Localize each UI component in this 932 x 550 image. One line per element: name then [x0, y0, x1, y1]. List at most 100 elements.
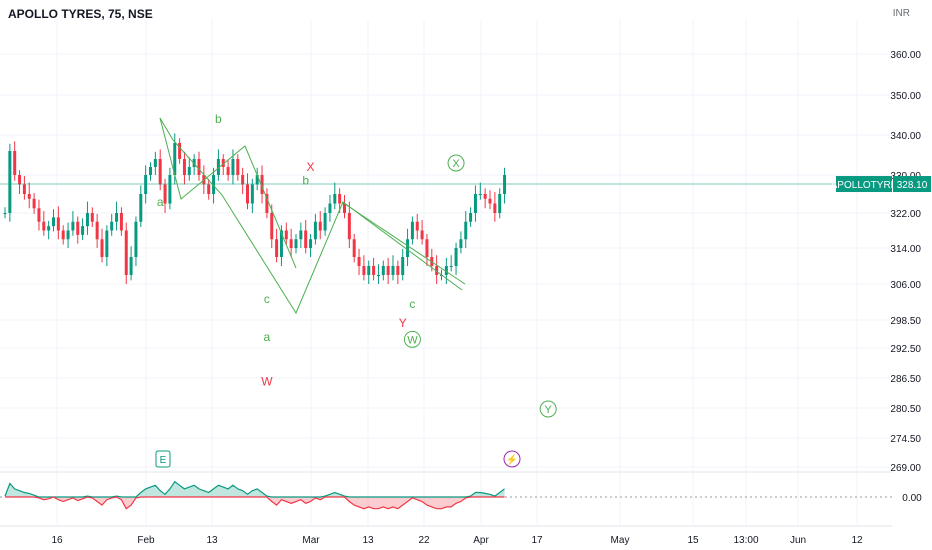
candle-body	[178, 143, 182, 159]
candle-body	[279, 230, 283, 257]
dividend-event-label: ⚡	[506, 453, 518, 466]
candle-body	[376, 275, 380, 276]
candle-body	[469, 213, 473, 222]
wave-label: b	[302, 174, 309, 188]
candle-body	[163, 184, 167, 204]
x-tick-label: 12	[851, 535, 863, 546]
candle-body	[241, 175, 245, 185]
oscillator-area-positive	[5, 481, 505, 497]
candle-body	[289, 239, 293, 248]
x-tick-label: Mar	[302, 535, 320, 546]
candle-body	[420, 230, 424, 240]
x-tick-label: 15	[687, 535, 699, 546]
candle-body	[134, 221, 138, 257]
x-tick-label: 16	[51, 535, 63, 546]
candle-body	[22, 184, 26, 194]
candle-body	[250, 184, 254, 204]
candle-body	[149, 167, 152, 175]
x-tick-label: 13:00	[733, 535, 758, 546]
candle-body	[18, 175, 22, 185]
x-tick-label: Jun	[790, 535, 806, 546]
wave-label: c	[264, 292, 270, 306]
candle-body	[381, 266, 385, 275]
candle-body	[119, 213, 123, 231]
candle-body	[13, 151, 17, 175]
candle-body	[52, 217, 55, 227]
earnings-event-marker	[155, 450, 171, 468]
x-tick-label: 13	[362, 535, 374, 546]
candle-body	[352, 239, 356, 257]
x-tick-label: Apr	[473, 535, 489, 546]
y-tick-label: 298.50	[890, 316, 921, 327]
candle-body	[187, 167, 191, 175]
symbol-tag-label: APOLLOTYRE	[831, 180, 898, 191]
candle-body	[27, 194, 31, 199]
candle-body	[362, 266, 366, 275]
candle-body	[440, 275, 443, 276]
candle-body	[483, 194, 487, 199]
candle-body	[42, 221, 46, 231]
candle-body	[357, 257, 361, 266]
candle-body	[90, 213, 94, 222]
wave-line	[159, 117, 297, 269]
wave-label: b	[215, 112, 222, 126]
candle-body	[139, 194, 143, 222]
candle-body	[309, 239, 313, 248]
oscillator-area-negative	[5, 497, 505, 509]
y-tick-label: 286.50	[890, 374, 921, 385]
wave-label: c	[409, 297, 415, 311]
candle-body	[449, 266, 453, 267]
wave-line	[341, 201, 466, 285]
y-tick-label: 350.00	[890, 91, 921, 102]
candle-body	[56, 217, 60, 231]
y-tick-label: 360.00	[890, 50, 921, 61]
x-tick-label: 22	[418, 535, 430, 546]
candle-body	[299, 230, 303, 240]
candle-body	[367, 266, 371, 275]
wave-circle	[447, 154, 465, 172]
candle-body	[265, 194, 269, 213]
candle-body	[425, 239, 429, 257]
candle-body	[304, 230, 308, 248]
symbol-tag-bg	[836, 176, 892, 193]
candle-body	[61, 230, 65, 240]
y-tick-label: 274.50	[890, 434, 921, 445]
wave-label: X	[307, 160, 315, 174]
candle-body	[454, 248, 458, 266]
candle-body	[81, 226, 85, 235]
y-tick-label: 292.50	[890, 344, 921, 355]
candle-body	[246, 184, 249, 204]
candle-body	[313, 221, 317, 240]
oscillator-line-positive	[4, 480, 505, 498]
candle-body	[372, 266, 376, 275]
candle-body	[85, 213, 89, 227]
candle-body	[318, 221, 322, 231]
candle-body	[66, 230, 70, 240]
oscillator-line-negative	[5, 496, 505, 510]
candle-body	[410, 221, 414, 240]
x-tick-label: 17	[531, 535, 543, 546]
candle-body	[444, 266, 448, 275]
candle-body	[473, 194, 477, 213]
wave-label: Y	[399, 316, 407, 330]
candle-body	[207, 184, 211, 194]
wave-label: a	[157, 195, 164, 209]
candle-body	[406, 239, 410, 257]
candle-body	[105, 230, 109, 257]
y-tick-label: 269.00	[890, 463, 921, 474]
y-tick-label: 314.00	[890, 244, 921, 255]
candle-body	[493, 203, 497, 213]
oscillator-zero-label: 0.00	[902, 493, 922, 504]
candle-body	[391, 266, 395, 275]
candle-body	[37, 208, 41, 222]
candle-body	[338, 194, 342, 204]
candle-body	[124, 230, 128, 275]
candle-body	[347, 213, 351, 240]
y-tick-label: 280.50	[890, 404, 921, 415]
candle-body	[435, 266, 439, 275]
wave-circled-label: W	[407, 334, 418, 346]
candle-body	[71, 221, 75, 231]
candle-body	[153, 159, 157, 167]
wave-circle	[539, 400, 557, 418]
